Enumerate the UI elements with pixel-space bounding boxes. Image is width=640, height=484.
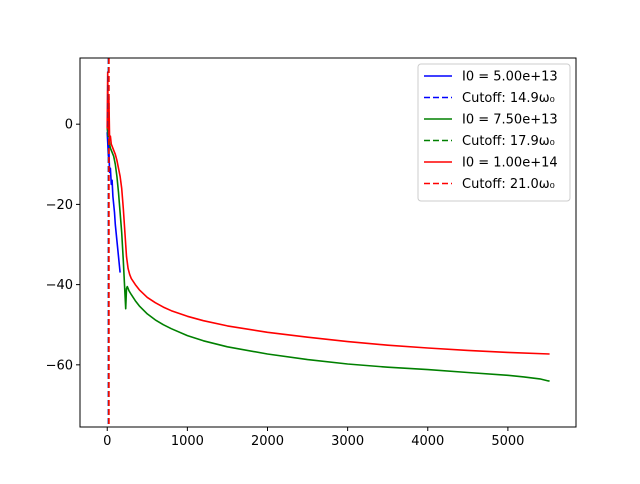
x-tick-label-3: 3000 — [331, 434, 364, 449]
legend-label-1: Cutoff: 14.9ω₀ — [462, 91, 555, 106]
series-line-0 — [106, 132, 121, 273]
plot-area — [106, 58, 550, 427]
series-line-2 — [106, 128, 550, 382]
legend-label-2: I0 = 7.50e+13 — [462, 113, 558, 128]
y-tick-label-0: 0 — [65, 118, 73, 133]
series-line-4 — [106, 71, 550, 355]
legend-label-0: I0 = 5.00e+13 — [462, 70, 558, 85]
x-tick-label-0: 0 — [103, 434, 111, 449]
legend-box — [417, 63, 571, 202]
legend-label-5: Cutoff: 21.0ω₀ — [462, 177, 555, 192]
legend-label-3: Cutoff: 17.9ω₀ — [462, 134, 555, 149]
y-tick-label-2: −40 — [46, 278, 73, 293]
axes: 0 1000 2000 3000 4000 5000 0 −20 −40 −60 — [46, 57, 577, 449]
axes-frame — [79, 57, 577, 428]
legend-label-4: I0 = 1.00e+14 — [462, 156, 558, 171]
x-tick-label-2: 2000 — [251, 434, 284, 449]
x-tick-label-4: 4000 — [411, 434, 444, 449]
x-tick-label-5: 5000 — [491, 434, 524, 449]
legend: I0 = 5.00e+13 Cutoff: 14.9ω₀ I0 = 7.50e+13… — [417, 63, 571, 202]
y-tick-label-1: −20 — [46, 198, 73, 213]
x-tick-label-1: 1000 — [171, 434, 204, 449]
y-tick-label-3: −60 — [46, 358, 73, 373]
